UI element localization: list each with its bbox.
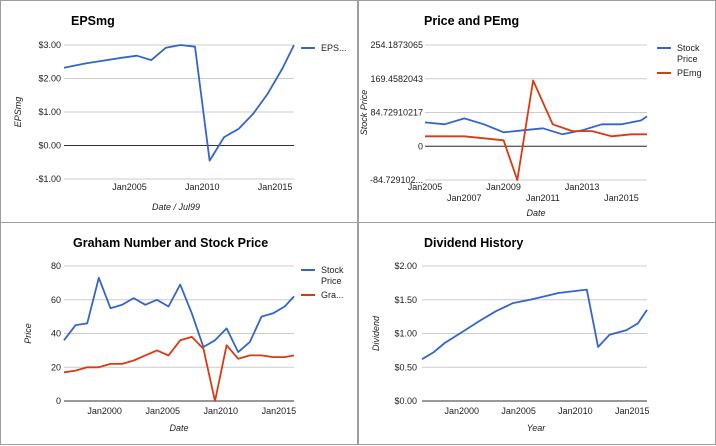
series-line: [63, 336, 295, 402]
chart-title: EPSmg: [71, 14, 115, 28]
x-tick-label: Jan2000: [444, 406, 479, 416]
series-line: [421, 288, 648, 360]
x-tick-label: Jan2005: [408, 182, 443, 192]
x-tick-label: Jan2005: [501, 406, 536, 416]
y-tick-label: -$1.00: [35, 174, 61, 184]
y-tick-label: 0: [56, 396, 61, 406]
chart-panel-price-pemg: Price and PEmg 254.1873065 169.4582043 84.7…: [358, 0, 716, 224]
x-tick-label: Jan2007: [447, 193, 482, 203]
legend-label: Stock: [677, 43, 700, 53]
y-tick-label: 0: [418, 141, 423, 151]
x-axis-label: Date: [526, 208, 545, 218]
y-tick-label: $1.00: [394, 329, 417, 339]
y-tick-label: 20: [51, 362, 61, 372]
legend-label: Price: [677, 54, 698, 64]
x-tick-label: Jan2013: [565, 182, 600, 192]
y-tick-label: $0.50: [394, 362, 417, 372]
y-axis-label: Stock Price: [359, 90, 369, 136]
y-tick-label: -84.729102...: [370, 175, 423, 185]
chart-title: Price and PEmg: [424, 14, 519, 28]
y-tick-label: $1.50: [394, 295, 417, 305]
y-tick-label: 60: [51, 295, 61, 305]
x-tick-label: Jan2005: [112, 182, 147, 192]
y-tick-label: 254.1873065: [370, 40, 423, 50]
x-tick-label: Jan2010: [204, 406, 239, 416]
chart-panel-graham-number: Graham Number and Stock Price 80 60 40 20 0 Ja…: [0, 222, 358, 445]
x-tick-label: Jan2011: [526, 193, 560, 203]
chart-svg: Graham Number and Stock Price 80 60 40 20 0 Ja…: [23, 236, 344, 433]
chart-svg: Price and PEmg 254.1873065 169.4582043 84.7…: [359, 14, 702, 218]
y-tick-label: 40: [51, 329, 61, 339]
y-tick-label: $1.00: [38, 107, 61, 117]
x-tick-label: Jan2009: [486, 182, 521, 192]
legend-label: Price: [321, 276, 342, 286]
chart-panel-dividend-history: Dividend History $2.00 $1.50 $1.00 $0.50 $0.0…: [358, 222, 716, 445]
y-axis-label: Dividend: [371, 315, 381, 351]
y-tick-label: 84.72910217: [370, 108, 423, 118]
series-line: [424, 115, 648, 136]
x-tick-label: Jan2010: [558, 406, 593, 416]
series-line: [63, 44, 295, 162]
x-tick-label: Jan2010: [185, 182, 220, 192]
x-tick-label: Jan2015: [262, 406, 297, 416]
legend-label: PEmg: [677, 68, 702, 78]
x-tick-label: Jan2000: [87, 406, 122, 416]
y-tick-label: $2.00: [394, 261, 417, 271]
y-axis-label: EPSmg: [13, 97, 23, 128]
y-tick-label: $0.00: [394, 396, 417, 406]
x-tick-label: Jan2015: [604, 193, 639, 203]
chart-title: Dividend History: [424, 236, 523, 250]
y-tick-label: $3.00: [38, 40, 61, 50]
legend-label: EPS...: [321, 43, 347, 53]
series-line: [425, 79, 647, 182]
x-axis-label: Date / Jul99: [152, 202, 200, 212]
x-axis-label: Date: [169, 423, 188, 433]
chart-svg: Dividend History $2.00 $1.50 $1.00 $0.50 $0.0…: [371, 236, 650, 433]
x-tick-label: Jan2015: [615, 406, 650, 416]
x-tick-label: Jan2015: [258, 182, 293, 192]
legend-label: Gra...: [321, 290, 344, 300]
x-tick-label: Jan2005: [145, 406, 180, 416]
series-line: [63, 276, 295, 354]
y-tick-label: $0.00: [38, 141, 61, 151]
chart-svg: EPSmg $3.00 $2.00 $1.00 $0.00 -$1.00 Jan2005 Ja…: [13, 14, 347, 212]
y-tick-label: 169.4582043: [370, 74, 423, 84]
chart-panel-epsmg: EPSmg $3.00 $2.00 $1.00 $0.00 -$1.00 Jan2005 Ja…: [0, 0, 358, 224]
legend-label: Stock: [321, 265, 344, 275]
y-tick-label: 80: [51, 261, 61, 271]
y-axis-label: Price: [23, 323, 33, 344]
chart-title: Graham Number and Stock Price: [73, 236, 268, 250]
x-axis-label: Year: [527, 423, 547, 433]
y-tick-label: $2.00: [38, 74, 61, 84]
